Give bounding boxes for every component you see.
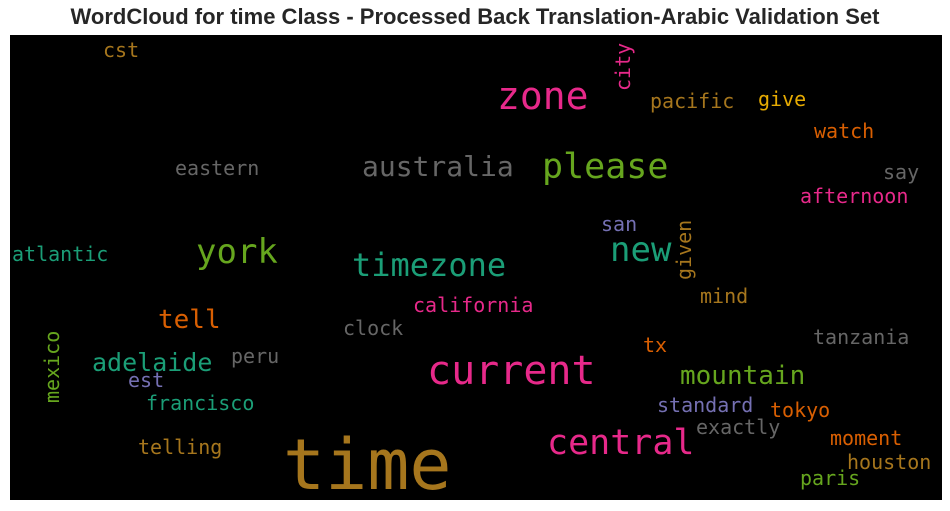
word-adelaide: adelaide xyxy=(92,348,213,377)
word-francisco: francisco xyxy=(146,391,255,415)
word-houston: houston xyxy=(847,450,932,474)
word-mountain: mountain xyxy=(680,361,806,391)
word-zone: zone xyxy=(497,74,589,118)
word-tanzania: tanzania xyxy=(813,325,910,349)
word-say: say xyxy=(883,160,920,184)
word-new: new xyxy=(610,230,672,270)
word-paris: paris xyxy=(800,466,861,490)
word-australia: australia xyxy=(362,150,514,183)
word-city: city xyxy=(611,42,635,91)
word-standard: standard xyxy=(657,393,754,417)
word-clock: clock xyxy=(343,316,404,340)
word-peru: peru xyxy=(231,344,280,368)
word-timezone: timezone xyxy=(352,246,507,284)
wordcloud-canvas: time current zone central please timezon… xyxy=(10,35,942,500)
word-york: york xyxy=(196,232,278,272)
word-give: give xyxy=(758,87,807,111)
word-central: central xyxy=(547,423,695,463)
word-est: est xyxy=(128,368,165,392)
word-mexico: mexico xyxy=(40,330,64,403)
word-atlantic: atlantic xyxy=(12,242,109,266)
word-eastern: eastern xyxy=(175,156,260,180)
word-pacific: pacific xyxy=(650,89,735,113)
word-current: current xyxy=(427,348,596,394)
word-please: please xyxy=(542,147,669,187)
word-exactly: exactly xyxy=(696,415,781,439)
word-california: california xyxy=(413,293,534,317)
word-watch: watch xyxy=(814,119,875,143)
word-moment: moment xyxy=(830,426,903,450)
word-given: given xyxy=(672,219,696,280)
word-tell: tell xyxy=(158,305,221,335)
word-mind: mind xyxy=(700,284,749,308)
word-cst: cst xyxy=(103,38,140,62)
word-time: time xyxy=(283,424,452,500)
word-tokyo: tokyo xyxy=(770,398,831,422)
word-telling: telling xyxy=(138,435,223,459)
word-afternoon: afternoon xyxy=(800,184,909,208)
word-san: san xyxy=(601,212,638,236)
figure-title: WordCloud for time Class - Processed Bac… xyxy=(70,4,880,29)
word-tx: tx xyxy=(643,333,668,357)
